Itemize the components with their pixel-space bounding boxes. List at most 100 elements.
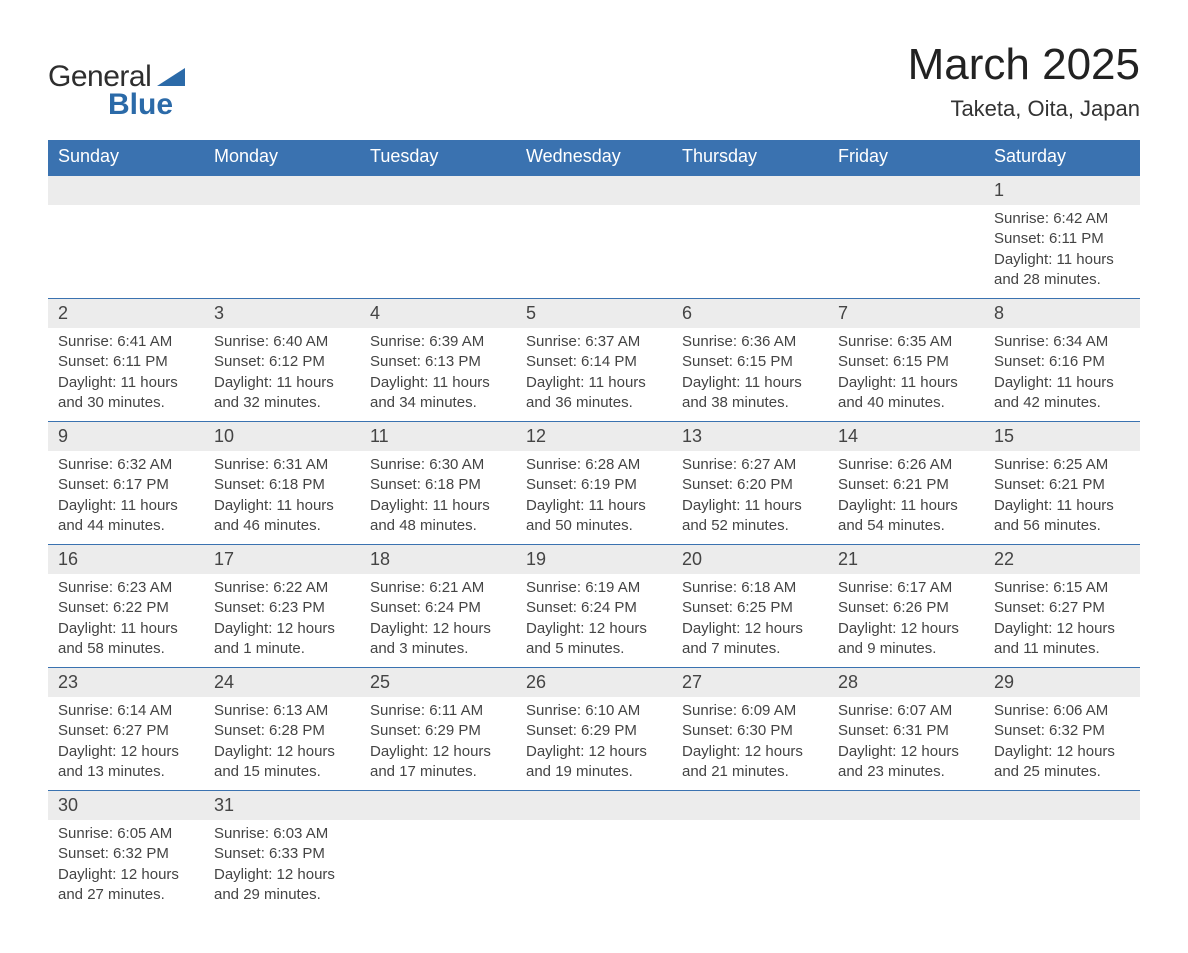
day-d1: Daylight: 11 hours — [58, 496, 194, 516]
day-d2: and 7 minutes. — [682, 639, 818, 659]
day-detail-cell: Sunrise: 6:15 AMSunset: 6:27 PMDaylight:… — [984, 574, 1140, 668]
detail-row: Sunrise: 6:32 AMSunset: 6:17 PMDaylight:… — [48, 451, 1140, 545]
day-ss: Sunset: 6:11 PM — [994, 229, 1130, 249]
brand-logo: General Blue — [48, 40, 185, 122]
day-ss: Sunset: 6:16 PM — [994, 352, 1130, 372]
title-block: March 2025 Taketa, Oita, Japan — [908, 40, 1140, 122]
day-sr: Sunrise: 6:25 AM — [994, 455, 1130, 475]
day-d1: Daylight: 12 hours — [58, 865, 194, 885]
day-sr: Sunrise: 6:05 AM — [58, 824, 194, 844]
day-detail-cell: Sunrise: 6:41 AMSunset: 6:11 PMDaylight:… — [48, 328, 204, 422]
day-detail-cell — [516, 820, 672, 913]
day-sr: Sunrise: 6:06 AM — [994, 701, 1130, 721]
day-d1: Daylight: 12 hours — [994, 619, 1130, 639]
day-number-cell: 14 — [828, 422, 984, 452]
day-detail-cell: Sunrise: 6:37 AMSunset: 6:14 PMDaylight:… — [516, 328, 672, 422]
day-number-cell: 31 — [204, 791, 360, 821]
day-d1: Daylight: 11 hours — [838, 373, 974, 393]
day-number-cell: 19 — [516, 545, 672, 575]
day-detail-cell: Sunrise: 6:26 AMSunset: 6:21 PMDaylight:… — [828, 451, 984, 545]
day-d2: and 5 minutes. — [526, 639, 662, 659]
day-detail-cell: Sunrise: 6:09 AMSunset: 6:30 PMDaylight:… — [672, 697, 828, 791]
day-sr: Sunrise: 6:27 AM — [682, 455, 818, 475]
day-number-cell: 23 — [48, 668, 204, 698]
page-title: March 2025 — [908, 40, 1140, 90]
day-detail-cell: Sunrise: 6:25 AMSunset: 6:21 PMDaylight:… — [984, 451, 1140, 545]
day-detail-cell: Sunrise: 6:40 AMSunset: 6:12 PMDaylight:… — [204, 328, 360, 422]
day-sr: Sunrise: 6:34 AM — [994, 332, 1130, 352]
day-number-cell: 1 — [984, 176, 1140, 206]
day-d1: Daylight: 12 hours — [214, 619, 350, 639]
day-number-cell: 3 — [204, 299, 360, 329]
day-number-cell — [828, 791, 984, 821]
day-d1: Daylight: 12 hours — [838, 742, 974, 762]
day-d1: Daylight: 11 hours — [994, 496, 1130, 516]
brand-flag-icon — [157, 68, 185, 86]
day-d1: Daylight: 12 hours — [682, 619, 818, 639]
day-number-cell: 6 — [672, 299, 828, 329]
day-ss: Sunset: 6:15 PM — [682, 352, 818, 372]
day-number-cell — [48, 176, 204, 206]
day-d2: and 56 minutes. — [994, 516, 1130, 536]
day-number-cell — [204, 176, 360, 206]
day-d2: and 34 minutes. — [370, 393, 506, 413]
weekday-header: Monday — [204, 140, 360, 176]
day-d2: and 36 minutes. — [526, 393, 662, 413]
day-number-cell: 13 — [672, 422, 828, 452]
day-d2: and 1 minute. — [214, 639, 350, 659]
day-detail-cell — [672, 820, 828, 913]
day-number-cell: 7 — [828, 299, 984, 329]
day-detail-cell: Sunrise: 6:30 AMSunset: 6:18 PMDaylight:… — [360, 451, 516, 545]
day-d2: and 38 minutes. — [682, 393, 818, 413]
day-ss: Sunset: 6:27 PM — [994, 598, 1130, 618]
day-detail-cell: Sunrise: 6:22 AMSunset: 6:23 PMDaylight:… — [204, 574, 360, 668]
day-number-cell: 29 — [984, 668, 1140, 698]
day-sr: Sunrise: 6:21 AM — [370, 578, 506, 598]
day-ss: Sunset: 6:19 PM — [526, 475, 662, 495]
day-ss: Sunset: 6:26 PM — [838, 598, 974, 618]
day-ss: Sunset: 6:13 PM — [370, 352, 506, 372]
weekday-header: Sunday — [48, 140, 204, 176]
day-d1: Daylight: 12 hours — [214, 742, 350, 762]
day-number-cell: 24 — [204, 668, 360, 698]
day-ss: Sunset: 6:15 PM — [838, 352, 974, 372]
day-d2: and 29 minutes. — [214, 885, 350, 905]
day-number-cell: 25 — [360, 668, 516, 698]
day-ss: Sunset: 6:23 PM — [214, 598, 350, 618]
weekday-header-row: Sunday Monday Tuesday Wednesday Thursday… — [48, 140, 1140, 176]
daynum-row: 2345678 — [48, 299, 1140, 329]
day-number-cell: 20 — [672, 545, 828, 575]
day-detail-cell: Sunrise: 6:28 AMSunset: 6:19 PMDaylight:… — [516, 451, 672, 545]
day-d2: and 52 minutes. — [682, 516, 818, 536]
day-ss: Sunset: 6:28 PM — [214, 721, 350, 741]
day-number-cell — [360, 791, 516, 821]
day-number-cell — [672, 791, 828, 821]
day-ss: Sunset: 6:22 PM — [58, 598, 194, 618]
day-detail-cell — [360, 820, 516, 913]
day-detail-cell: Sunrise: 6:06 AMSunset: 6:32 PMDaylight:… — [984, 697, 1140, 791]
day-d2: and 15 minutes. — [214, 762, 350, 782]
day-d1: Daylight: 11 hours — [838, 496, 974, 516]
day-ss: Sunset: 6:32 PM — [58, 844, 194, 864]
day-number-cell: 12 — [516, 422, 672, 452]
day-detail-cell — [984, 820, 1140, 913]
day-sr: Sunrise: 6:07 AM — [838, 701, 974, 721]
day-detail-cell — [204, 205, 360, 299]
day-number-cell: 22 — [984, 545, 1140, 575]
day-d2: and 28 minutes. — [994, 270, 1130, 290]
day-number-cell: 4 — [360, 299, 516, 329]
day-d1: Daylight: 11 hours — [214, 373, 350, 393]
day-d2: and 27 minutes. — [58, 885, 194, 905]
day-d1: Daylight: 11 hours — [682, 373, 818, 393]
day-detail-cell: Sunrise: 6:39 AMSunset: 6:13 PMDaylight:… — [360, 328, 516, 422]
day-ss: Sunset: 6:14 PM — [526, 352, 662, 372]
day-d2: and 46 minutes. — [214, 516, 350, 536]
day-detail-cell: Sunrise: 6:19 AMSunset: 6:24 PMDaylight:… — [516, 574, 672, 668]
weekday-header: Friday — [828, 140, 984, 176]
day-ss: Sunset: 6:21 PM — [994, 475, 1130, 495]
day-sr: Sunrise: 6:19 AM — [526, 578, 662, 598]
day-number-cell: 16 — [48, 545, 204, 575]
day-number-cell: 11 — [360, 422, 516, 452]
day-number-cell: 17 — [204, 545, 360, 575]
day-detail-cell — [672, 205, 828, 299]
